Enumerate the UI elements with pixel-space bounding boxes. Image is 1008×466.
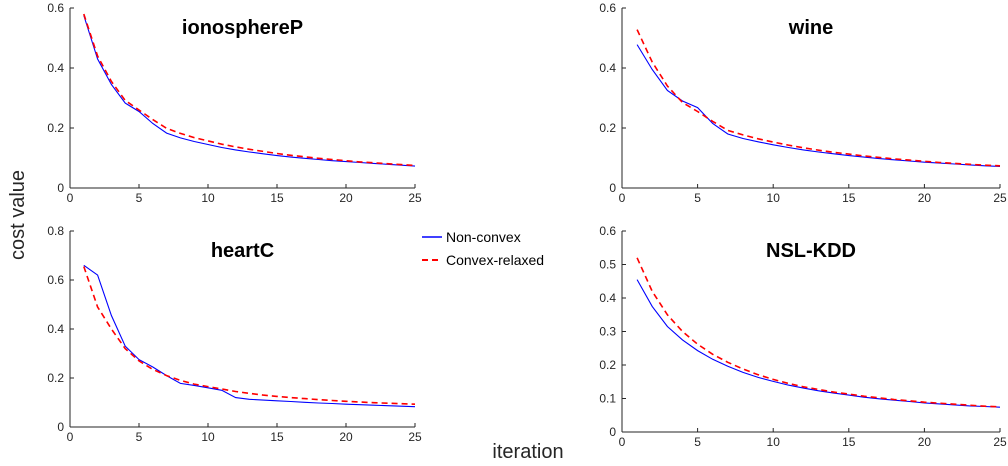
panel-title: wine [788,17,833,39]
panel-title: heartC [211,240,274,262]
panel-title: ionosphereP [182,17,303,39]
panel-wine: 0 5 10 15 20 25 0 0.2 0.4 0.6 wine [599,1,1007,205]
x-tick-label: 15 [270,191,284,205]
x-tick-label: 0 [67,191,74,205]
panel-ionospherep: 0 5 10 15 20 25 0 0.2 0.4 0.6 ionosphereP [47,1,422,205]
y-tick-label: 0 [57,420,64,434]
x-tick-label: 25 [993,191,1007,205]
y-tick-label: 0.6 [599,1,616,15]
y-tick-label: 0 [609,181,616,195]
y-tick-label: 0.4 [47,322,64,336]
y-tick-label: 0.4 [47,61,64,75]
series-line-convex-relaxed [83,266,416,405]
x-tick-label: 5 [136,430,143,444]
x-tick-label: 0 [619,191,626,205]
x-tick-label: 15 [270,430,284,444]
x-tick-label: 25 [408,191,422,205]
y-tick-label: 0.6 [47,273,64,287]
x-tick-label: 5 [694,191,701,205]
series-line-non-convex [83,264,416,408]
series-line-convex-relaxed [83,13,416,167]
series-line-non-convex [636,279,1001,408]
y-tick-label: 0.8 [47,224,64,238]
series-line-non-convex [636,44,1001,167]
x-tick-label: 0 [67,430,74,444]
x-tick-label: 20 [339,430,353,444]
panel-title: NSL-KDD [766,240,856,262]
series-line-convex-relaxed [636,29,1001,167]
x-tick-label: 15 [842,191,856,205]
legend: Non-convex Convex-relaxed [422,229,544,268]
x-axis-label: iteration [492,441,563,463]
legend-label-non-convex: Non-convex [446,229,521,245]
x-tick-label: 10 [201,430,215,444]
x-tick-label: 10 [201,191,215,205]
y-axis-label: cost value [7,170,29,260]
panel-heartc: 0 5 10 15 20 25 0 0.2 0.4 0.6 0.8 heartC [47,224,422,444]
panel-nsl-kdd: 0 5 10 15 20 25 0 0.1 0.2 0.3 0.4 0.5 0.6 NSL-KDD [599,224,1007,449]
x-tick-label: 5 [694,435,701,449]
y-tick-label: 0.2 [47,121,64,135]
y-tick-label: 0.5 [599,258,616,272]
x-tick-label: 20 [918,191,932,205]
x-tick-label: 25 [993,435,1007,449]
x-tick-label: 20 [918,435,932,449]
y-tick-label: 0.2 [47,371,64,385]
x-tick-label: 25 [408,430,422,444]
y-tick-label: 0.4 [599,291,616,305]
y-tick-label: 0.6 [599,224,616,238]
y-tick-label: 0.6 [47,1,64,15]
y-tick-label: 0.2 [599,121,616,135]
y-tick-label: 0 [57,181,64,195]
y-tick-label: 0.2 [599,358,616,372]
x-tick-label: 10 [767,435,781,449]
y-tick-label: 0.1 [599,392,616,406]
series-line-convex-relaxed [636,257,1001,408]
y-tick-label: 0 [609,425,616,439]
y-tick-label: 0.4 [599,61,616,75]
y-tick-label: 0.3 [599,325,616,339]
x-tick-label: 10 [767,191,781,205]
x-tick-label: 0 [619,435,626,449]
x-tick-label: 5 [136,191,143,205]
x-tick-label: 20 [339,191,353,205]
x-tick-label: 15 [842,435,856,449]
legend-label-convex-relaxed: Convex-relaxed [446,252,544,268]
